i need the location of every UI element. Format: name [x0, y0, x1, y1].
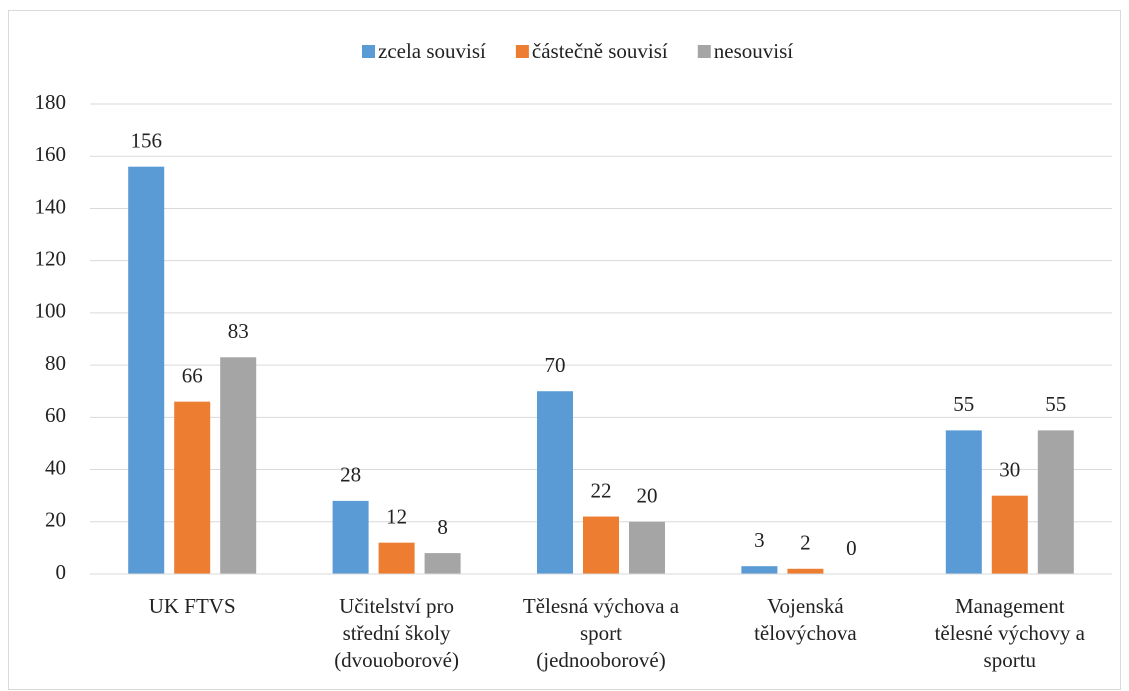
y-tick-label: 180: [35, 90, 67, 114]
bar: [537, 391, 573, 574]
bar: [787, 568, 824, 574]
bar: [945, 430, 982, 574]
x-tick-label: Učitelství pro střední školy (dvouoborové): [334, 594, 459, 672]
value-label: 12: [386, 504, 407, 528]
bar: [629, 521, 665, 574]
bar: [583, 516, 619, 574]
value-label: 30: [999, 457, 1020, 481]
value-label: 55: [953, 392, 974, 416]
legend-swatch: [697, 45, 711, 58]
value-label: 3: [754, 528, 765, 552]
bar: [741, 566, 778, 574]
y-tick-label: 160: [35, 142, 67, 166]
value-label: 22: [591, 478, 612, 502]
value-label: 83: [228, 319, 249, 343]
y-tick-label: 20: [45, 508, 66, 532]
bar: [174, 401, 211, 574]
value-label: 20: [637, 484, 658, 508]
x-tick-label: Management tělesné výchovy a sportu: [935, 594, 1086, 672]
y-tick-label: 100: [35, 299, 67, 323]
y-tick-label: 120: [35, 246, 67, 270]
value-label: 70: [545, 353, 566, 377]
legend-label: zcela souvisí: [378, 39, 486, 63]
x-tick-label: Tělesná výchova a sport (jednooborové): [523, 594, 680, 672]
bar: [128, 166, 165, 574]
legend-swatch: [515, 45, 529, 58]
y-tick-label: 60: [45, 403, 66, 427]
value-label: 28: [340, 463, 361, 487]
bar: [220, 357, 257, 574]
value-label: 0: [846, 536, 857, 560]
chart-border: [8, 10, 1121, 690]
value-label: 2: [800, 531, 811, 555]
bar: [991, 495, 1028, 574]
legend-label: nesouvisí: [714, 39, 794, 63]
bar: [378, 542, 415, 574]
value-label: 55: [1045, 392, 1066, 416]
value-label: 66: [182, 363, 203, 387]
x-tick-label: UK FTVS: [149, 594, 236, 618]
bar: [332, 500, 369, 574]
value-label: 8: [437, 515, 448, 539]
y-tick-label: 0: [56, 560, 67, 584]
legend-label: částečně souvisí: [532, 39, 668, 63]
value-label: 156: [130, 128, 162, 152]
legend-swatch: [362, 45, 375, 58]
y-tick-label: 80: [45, 351, 66, 375]
y-tick-label: 40: [45, 455, 66, 479]
bar: [1037, 430, 1074, 574]
bar: [424, 553, 461, 574]
y-tick-label: 140: [35, 194, 67, 218]
x-tick-label: Vojenská tělovýchova: [754, 594, 857, 645]
